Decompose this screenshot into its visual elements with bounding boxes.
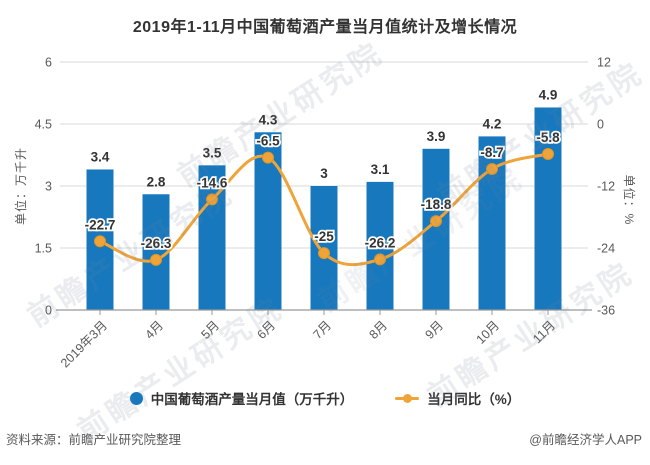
line-marker (318, 247, 330, 260)
x-axis-label: 2019年3月 (58, 318, 110, 370)
right-axis-tick-label: -36 (597, 304, 615, 318)
line-marker (262, 151, 274, 164)
bar-value-label: 3.1 (371, 162, 390, 177)
bar-value-label: 3.9 (427, 129, 446, 144)
x-axis-label: 5月 (198, 318, 222, 342)
legend-item-production[interactable]: 中国葡萄酒产量当月值（万千升） (129, 388, 354, 408)
line-value-label: -18.8 (421, 197, 452, 212)
legend-label-yoy: 当月同比（%） (427, 392, 521, 407)
bar (366, 181, 394, 310)
line-marker (542, 147, 554, 160)
bar-value-label: 4.2 (483, 116, 502, 131)
line-value-label: -26.3 (141, 236, 172, 251)
left-axis-tick-label: 1.5 (35, 242, 52, 256)
legend-item-yoy[interactable]: 当月同比（%） (395, 388, 520, 408)
line-series (99, 152, 549, 267)
right-axis-tick-label: 0 (597, 118, 604, 132)
credit-note: @前瞻经济学人APP (529, 433, 642, 447)
line-marker (430, 215, 442, 228)
x-axis-label: 9月 (422, 318, 446, 342)
chart-title: 2019年1-11月中国葡萄酒产量当月值统计及增长情况 (132, 19, 518, 36)
legend-label-production: 中国葡萄酒产量当月值（万千升） (150, 392, 354, 407)
footer: 资料来源：前瞻产业研究院整理 @前瞻经济学人APP (0, 429, 650, 448)
line-marker (150, 253, 162, 266)
x-axis-label: 7月 (310, 318, 334, 342)
x-axis-label: 6月 (254, 318, 278, 342)
line-value-label: -8.7 (480, 145, 503, 160)
legend-line-marker-icon (395, 393, 420, 403)
bar-value-label: 3 (320, 166, 328, 181)
line-value-label: -5.8 (536, 130, 560, 145)
bar-value-label: 4.9 (539, 87, 558, 102)
bar-value-label: 4.3 (259, 112, 278, 127)
right-axis-title: 单位：% (622, 174, 636, 226)
bar-value-label: 3.5 (203, 145, 222, 160)
line-marker (94, 235, 106, 248)
line-marker (206, 193, 218, 206)
left-axis-tick-label: 0 (45, 304, 52, 318)
x-axis-label: 8月 (366, 318, 390, 342)
right-axis-tick-label: 12 (597, 56, 611, 70)
bar (534, 107, 562, 310)
line-value-label: -22.7 (85, 217, 116, 232)
bar (478, 136, 506, 310)
line-marker (486, 162, 498, 175)
source-note: 资料来源：前瞻产业研究院整理 (6, 433, 182, 447)
legend-bar-marker-icon (129, 391, 143, 405)
x-axis-label: 4月 (142, 318, 166, 342)
line-value-label: -26.2 (365, 235, 396, 250)
bar-value-label: 3.4 (91, 149, 110, 164)
legend: 中国葡萄酒产量当月值（万千升） 当月同比（%） (0, 388, 650, 408)
left-axis-tick-label: 3 (45, 180, 52, 194)
bar-value-label: 2.8 (147, 174, 166, 189)
left-axis-title: 单位：万千升 (14, 147, 28, 226)
right-axis-tick-label: -24 (597, 242, 615, 256)
x-axis-label: 11月 (530, 318, 558, 346)
left-axis-tick-label: 4.5 (35, 118, 52, 132)
line-marker (374, 253, 386, 266)
x-axis-label: 10月 (474, 318, 503, 347)
line-value-label: -6.5 (256, 134, 280, 149)
right-axis-tick-label: -12 (597, 180, 615, 194)
line-value-label: -25 (314, 229, 334, 244)
line-value-label: -14.6 (197, 175, 228, 190)
bar (142, 194, 170, 310)
left-axis-tick-label: 6 (45, 56, 52, 70)
